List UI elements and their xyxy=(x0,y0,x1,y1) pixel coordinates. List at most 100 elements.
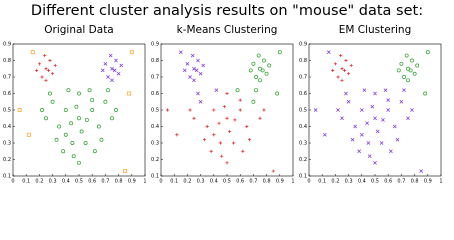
point xyxy=(196,91,200,96)
point xyxy=(370,104,375,109)
point xyxy=(410,58,414,63)
y-tick-label: 0.6 xyxy=(299,91,307,97)
point xyxy=(233,118,237,122)
point xyxy=(275,91,280,96)
point xyxy=(74,104,79,109)
point xyxy=(220,154,224,158)
point xyxy=(254,75,258,79)
point xyxy=(346,99,351,104)
point xyxy=(198,71,203,76)
point xyxy=(77,116,81,121)
point xyxy=(53,63,57,68)
point xyxy=(353,124,358,129)
y-tick-label: 0.6 xyxy=(151,91,159,97)
point xyxy=(344,58,348,63)
point xyxy=(194,68,199,73)
point xyxy=(373,91,377,96)
point xyxy=(248,68,253,73)
point xyxy=(340,116,344,121)
point xyxy=(50,99,55,104)
point xyxy=(100,68,105,73)
point xyxy=(225,116,229,120)
point xyxy=(271,169,275,173)
point xyxy=(375,129,380,134)
point xyxy=(254,88,258,93)
point xyxy=(247,138,252,142)
x-tick-label: 0 xyxy=(11,179,14,185)
point xyxy=(365,121,369,126)
y-tick-label: 0.9 xyxy=(151,42,159,48)
point xyxy=(238,98,242,102)
point xyxy=(175,133,179,137)
x-tick-label: 0.8 xyxy=(115,179,123,185)
point xyxy=(188,75,192,79)
point xyxy=(37,62,41,66)
point xyxy=(419,169,424,173)
figure-title: Different cluster analysis results on "m… xyxy=(31,3,423,19)
point xyxy=(251,61,256,66)
point xyxy=(217,121,221,125)
point xyxy=(44,67,48,71)
x-tick-label: 1 xyxy=(291,179,294,185)
point xyxy=(127,91,132,96)
point xyxy=(69,121,74,126)
point xyxy=(182,68,187,73)
point xyxy=(333,62,337,66)
subplot-title: k-Means Clustering xyxy=(177,24,278,36)
point xyxy=(425,50,430,55)
point xyxy=(212,133,216,137)
point xyxy=(166,108,170,112)
point xyxy=(218,141,222,145)
y-tick-label: 0.8 xyxy=(151,58,159,64)
point xyxy=(103,99,108,104)
point xyxy=(66,88,71,93)
point xyxy=(362,88,367,93)
point xyxy=(277,50,282,55)
point xyxy=(178,50,183,55)
point xyxy=(260,68,265,73)
point xyxy=(57,124,62,129)
point xyxy=(17,108,22,112)
point xyxy=(106,88,110,93)
y-tick-label: 0.2 xyxy=(3,157,11,163)
point xyxy=(114,108,118,112)
x-tick-label: 0.3 xyxy=(49,179,57,185)
y-tick-label: 0.7 xyxy=(3,75,11,81)
x-tick-label: 1 xyxy=(439,179,442,185)
point xyxy=(44,116,48,121)
plot-frame xyxy=(308,43,442,177)
point xyxy=(116,71,121,76)
point xyxy=(343,68,347,72)
point xyxy=(192,116,196,120)
point xyxy=(110,116,114,121)
y-tick-label: 0.2 xyxy=(299,157,307,163)
point xyxy=(336,108,340,112)
x-tick-label: 0.2 xyxy=(183,179,191,185)
y-tick-label: 0.9 xyxy=(3,42,11,48)
point xyxy=(196,58,200,63)
point xyxy=(322,132,327,137)
point xyxy=(90,108,95,112)
point xyxy=(51,72,55,76)
point xyxy=(212,108,216,112)
point xyxy=(262,108,266,112)
x-tick-label: 0 xyxy=(159,179,162,185)
point xyxy=(359,132,364,137)
x-tick-label: 0.5 xyxy=(371,179,379,185)
point xyxy=(336,75,340,79)
y-tick-label: 0.5 xyxy=(299,108,307,114)
point xyxy=(79,129,84,134)
point xyxy=(235,88,240,93)
point xyxy=(90,98,95,103)
y-tick-label: 0.4 xyxy=(299,124,307,130)
point xyxy=(198,99,203,104)
point xyxy=(103,61,108,66)
point xyxy=(373,116,377,121)
point xyxy=(399,61,404,66)
x-tick-label: 0.7 xyxy=(101,179,109,185)
point xyxy=(99,137,104,142)
point xyxy=(202,138,207,142)
point xyxy=(347,72,351,76)
point xyxy=(238,108,242,112)
point xyxy=(83,141,88,145)
